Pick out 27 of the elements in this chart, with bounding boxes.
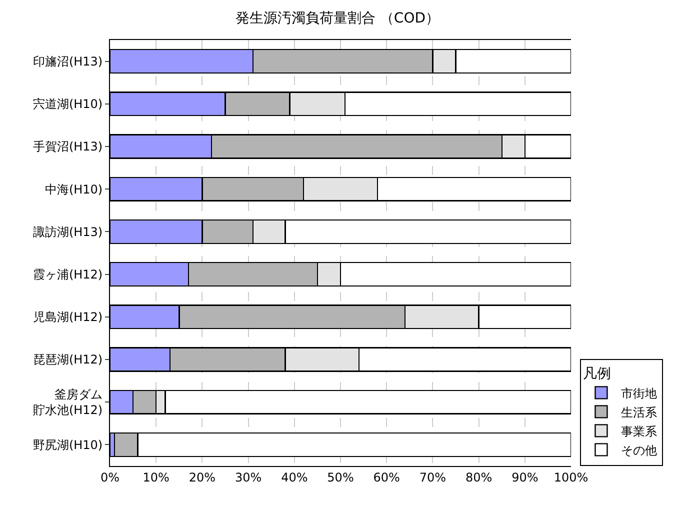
- x-tick-label: 0%: [100, 470, 120, 484]
- y-tick-label: 児島湖(H12): [32, 310, 103, 324]
- x-tick-label: 10%: [142, 470, 170, 484]
- x-tick-label: 90%: [512, 470, 538, 484]
- y-tick-label: 諏訪湖(H13): [32, 224, 103, 239]
- y-tick-label: 霞ヶ浦(H12): [32, 268, 103, 282]
- x-tick-label: 50%: [327, 470, 354, 484]
- x-tick-label: 80%: [465, 470, 492, 484]
- legend-label: その他: [621, 443, 658, 458]
- legend-label: 市街地: [621, 386, 658, 400]
- x-tick-label: 60%: [373, 470, 400, 484]
- y-tick-label: 宍道湖(H10): [32, 97, 103, 112]
- y-tick-label: 琵琶湖(H12): [32, 352, 103, 367]
- x-tick-label: 70%: [419, 470, 446, 484]
- y-tick-label: 釜房ダム貯水池(H12): [32, 388, 103, 418]
- x-tick-label: 100%: [554, 470, 588, 484]
- legend-label: 事業系: [621, 424, 658, 438]
- y-tick-label: 中海(H10): [44, 182, 103, 196]
- chart-title: 発生源汚濁負荷量割合 （COD）: [235, 10, 440, 26]
- y-tick-label: 印旛沼(H13): [32, 54, 103, 68]
- x-tick-label: 30%: [234, 470, 262, 484]
- y-tick-label: 手賀沼(H13): [32, 140, 103, 154]
- y-tick-label: 野尻湖(H10): [32, 438, 103, 452]
- x-tick-label: 40%: [281, 470, 308, 484]
- x-tick-label: 20%: [188, 470, 216, 484]
- legend-title: 凡例: [583, 366, 612, 382]
- legend-label: 生活系: [621, 405, 658, 420]
